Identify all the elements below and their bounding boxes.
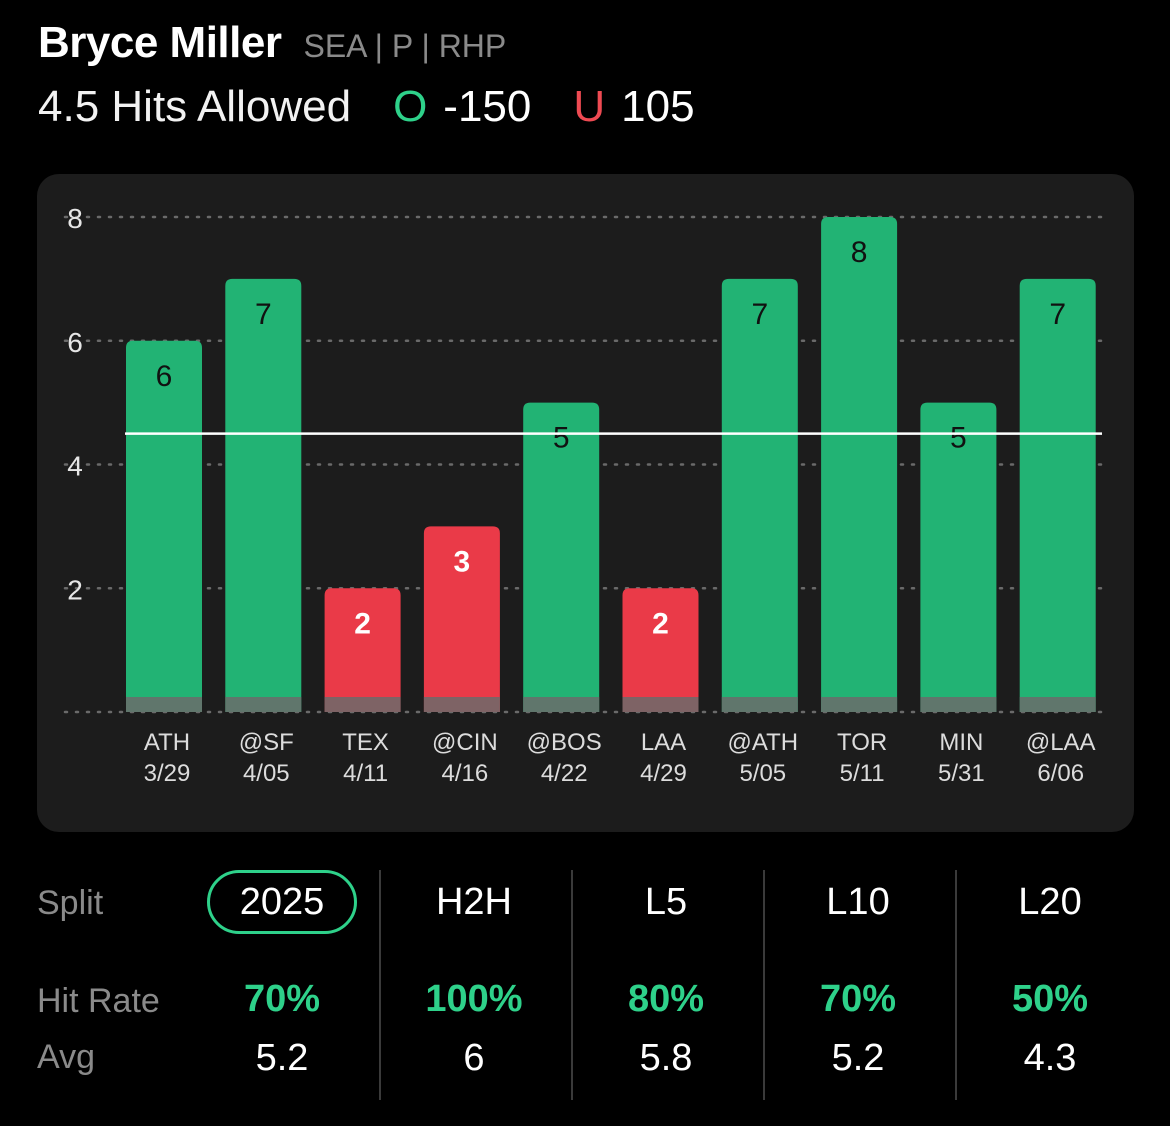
avg-value: 5.2 [831,1037,885,1079]
split-column-h2h: H2H 100% 6 [389,870,559,1080]
bar-tex [324,588,401,712]
player-row: Bryce Miller SEA | P | RHP [38,18,1138,68]
x-tick-label: ATH [144,729,190,756]
hit-rate-value: 50% [1011,978,1089,1020]
splits-table: Split Hit Rate Avg 2025 70% 5.2 H2H 100%… [0,858,1170,1108]
bar-base-strip [821,697,898,712]
x-tick-label: @SF [239,729,294,756]
avg-value: 6 [463,1037,485,1079]
tab-2025[interactable]: 2025 [207,870,357,934]
hit-rate-row-label: Hit Rate [37,982,160,1020]
bar-min [920,402,997,712]
hit-rate-value: 80% [627,978,705,1020]
over-odds[interactable]: -150 [443,82,532,131]
column-divider [379,870,381,1100]
under-odds[interactable]: 105 [621,82,695,131]
chart-card: 2 4 6 8 6 ATH 3/29 7 @SF 4/05 2 TEX 4/11 3 @CIN 4/16 5 @B… [37,174,1134,832]
bar-value-label: 7 [1049,298,1066,331]
split-row-label: Split [37,884,104,922]
hit-rate-value: 70% [819,978,897,1020]
column-divider [571,870,573,1100]
column-divider [763,870,765,1100]
split-column-l10: L10 70% 5.2 [773,870,943,1080]
bar-at-laa [1019,278,1096,712]
bar-base-strip [523,697,600,712]
avg-row-label: Avg [37,1038,95,1076]
bar-at-cin [423,526,500,712]
bar-base-strip [423,697,500,712]
bar-at-ath [721,278,798,712]
bar-value-label: 3 [454,545,471,578]
y-tick-label: 8 [67,203,83,234]
x-date-label: 5/31 [938,760,985,787]
x-date-label: 6/06 [1037,760,1084,787]
bar-base-strip [920,697,997,712]
x-tick-label: @LAA [1026,729,1096,756]
x-tick-label: @BOS [527,729,602,756]
bar-base-strip [225,697,302,712]
over-symbol[interactable]: O [393,82,428,131]
tab-h2h[interactable]: H2H [435,881,513,923]
x-tick-label: LAA [641,729,686,756]
x-date-label: 4/11 [343,760,388,787]
bar-base-strip [622,697,699,712]
split-column-2025: 2025 70% 5.2 [197,870,367,1080]
y-tick-label: 4 [67,451,83,482]
y-tick-label: 2 [67,574,83,605]
x-tick-label: TEX [342,729,389,756]
x-date-label: 4/05 [243,760,290,787]
x-date-label: 3/29 [144,760,191,787]
player-name: Bryce Miller [38,18,282,67]
player-meta: SEA | P | RHP [303,28,507,64]
bar-base-strip [721,697,798,712]
bar-value-label: 6 [156,360,173,393]
bar-ath [126,340,202,712]
x-tick-label: @CIN [432,729,498,756]
x-tick-label: MIN [939,729,983,756]
hit-rate-value: 100% [425,978,523,1020]
x-date-label: 5/05 [739,760,786,787]
under-symbol[interactable]: U [573,82,606,131]
x-tick-label: TOR [837,729,887,756]
x-date-label: 4/16 [442,760,489,787]
bar-base-strip [324,697,401,712]
x-date-label: 5/11 [840,760,885,787]
prop-line-row: 4.5 Hits Allowed O -150 U 105 [38,82,1138,132]
bar-value-label: 2 [354,607,371,640]
split-column-l5: L5 80% 5.8 [581,870,751,1080]
bar-value-label: 5 [553,422,570,455]
bar-value-label: 5 [950,422,967,455]
bar-at-sf [225,278,302,712]
bar-tor [821,217,898,712]
column-divider [955,870,957,1100]
bar-value-label: 2 [652,607,669,640]
x-tick-label: @ATH [728,729,799,756]
bar-value-label: 7 [751,298,768,331]
tab-l5[interactable]: L5 [644,881,688,923]
bar-base-strip [1019,697,1096,712]
bar-at-bos [523,402,600,712]
bar-value-label: 8 [851,236,868,269]
avg-value: 5.2 [255,1037,309,1079]
split-column-l20: L20 50% 4.3 [965,870,1135,1080]
avg-value: 5.8 [639,1037,693,1079]
avg-value: 4.3 [1023,1037,1077,1079]
hits-bar-chart: 2 4 6 8 6 ATH 3/29 7 @SF 4/05 2 TEX 4/11 3 @CIN 4/16 5 @B… [63,203,1104,787]
tab-l20[interactable]: L20 [1018,881,1082,923]
bar-laa [622,588,699,712]
header: Bryce Miller SEA | P | RHP 4.5 Hits Allo… [38,18,1138,132]
y-tick-label: 6 [67,327,83,358]
hit-rate-value: 70% [243,978,321,1020]
tab-l10[interactable]: L10 [826,881,890,923]
x-date-label: 4/22 [541,760,588,787]
bar-base-strip [126,697,202,712]
bar-value-label: 7 [255,298,272,331]
x-date-label: 4/29 [640,760,687,787]
prop-label: 4.5 Hits Allowed [38,82,352,131]
